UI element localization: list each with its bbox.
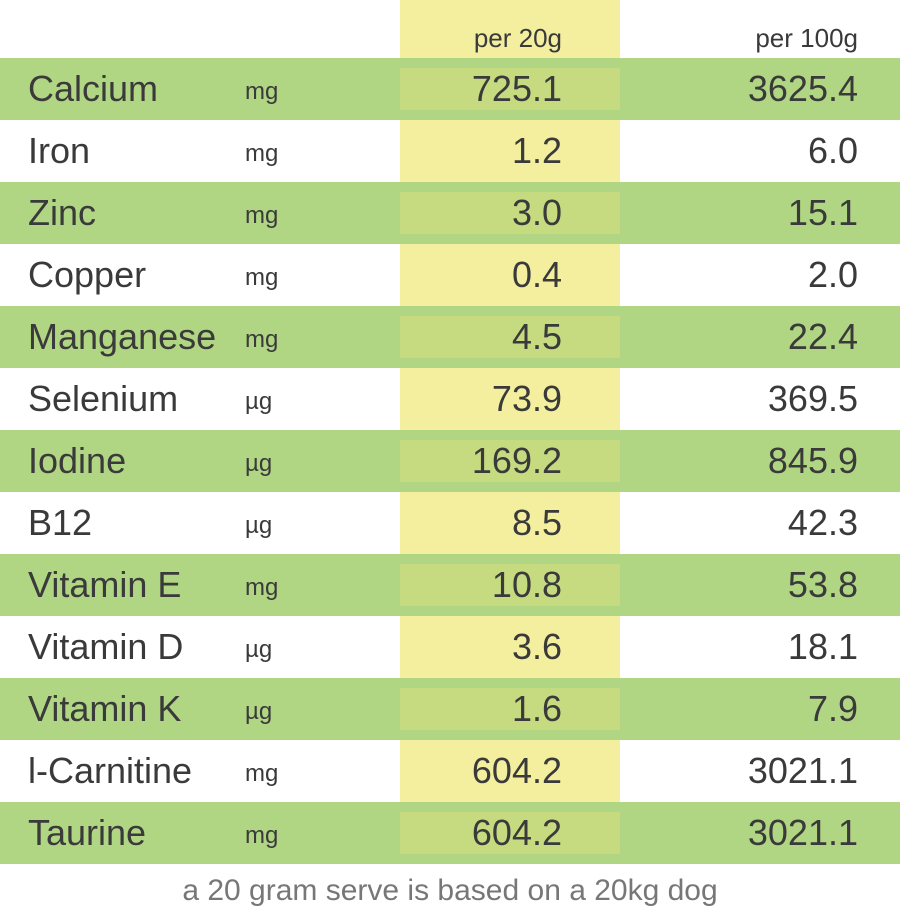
nutrient-name: Copper <box>0 254 245 296</box>
nutrient-name: Calcium <box>0 68 245 110</box>
nutrient-unit: mg <box>245 134 400 168</box>
value-per-20g: 73.9 <box>400 378 620 420</box>
table-row: Vitamin Emg10.853.8 <box>0 554 900 616</box>
value-per-100g: 53.8 <box>620 564 900 606</box>
nutrient-name: Vitamin D <box>0 626 245 668</box>
table-row: Manganesemg4.522.4 <box>0 306 900 368</box>
value-per-100g: 18.1 <box>620 626 900 668</box>
value-per-20g: 604.2 <box>400 812 620 854</box>
value-per-20g: 1.6 <box>400 688 620 730</box>
value-per-20g: 604.2 <box>400 750 620 792</box>
table-row: B12µg8.542.3 <box>0 492 900 554</box>
table-row: Calciummg725.13625.4 <box>0 58 900 120</box>
value-per-20g: 10.8 <box>400 564 620 606</box>
value-per-20g: 725.1 <box>400 68 620 110</box>
value-per-20g: 0.4 <box>400 254 620 296</box>
nutrient-name: Manganese <box>0 316 245 358</box>
nutrient-unit: µg <box>245 630 400 664</box>
value-per-100g: 3625.4 <box>620 68 900 110</box>
table-row: Coppermg0.42.0 <box>0 244 900 306</box>
nutrient-name: B12 <box>0 502 245 544</box>
nutrient-unit: µg <box>245 692 400 726</box>
nutrient-unit: µg <box>245 444 400 478</box>
table-row: Taurinemg604.23021.1 <box>0 802 900 864</box>
value-per-100g: 2.0 <box>620 254 900 296</box>
nutrient-name: Iron <box>0 130 245 172</box>
table-row: l-Carnitinemg604.23021.1 <box>0 740 900 802</box>
nutrient-name: Vitamin E <box>0 564 245 606</box>
value-per-100g: 6.0 <box>620 130 900 172</box>
nutrient-unit: µg <box>245 506 400 540</box>
nutrient-unit: mg <box>245 754 400 788</box>
nutrient-unit: mg <box>245 72 400 106</box>
value-per-100g: 845.9 <box>620 440 900 482</box>
header-per-20g: per 20g <box>400 5 620 54</box>
nutrition-table: per 20g per 100g Calciummg725.13625.4Iro… <box>0 0 900 864</box>
value-per-20g: 4.5 <box>400 316 620 358</box>
value-per-100g: 369.5 <box>620 378 900 420</box>
nutrient-name: Taurine <box>0 812 245 854</box>
nutrient-name: Zinc <box>0 192 245 234</box>
table-row: Iodineµg169.2845.9 <box>0 430 900 492</box>
value-per-20g: 1.2 <box>400 130 620 172</box>
nutrient-unit: mg <box>245 196 400 230</box>
value-per-100g: 22.4 <box>620 316 900 358</box>
nutrient-unit: µg <box>245 382 400 416</box>
nutrient-unit: mg <box>245 258 400 292</box>
nutrient-name: Vitamin K <box>0 688 245 730</box>
table-body: Calciummg725.13625.4Ironmg1.26.0Zincmg3.… <box>0 58 900 864</box>
nutrient-name: l-Carnitine <box>0 750 245 792</box>
footer-note: a 20 gram serve is based on a 20kg dog <box>0 864 900 908</box>
table-row: Vitamin Kµg1.67.9 <box>0 678 900 740</box>
nutrient-name: Selenium <box>0 378 245 420</box>
nutrient-name: Iodine <box>0 440 245 482</box>
value-per-100g: 7.9 <box>620 688 900 730</box>
nutrient-unit: mg <box>245 568 400 602</box>
table-row: Seleniumµg73.9369.5 <box>0 368 900 430</box>
value-per-20g: 3.0 <box>400 192 620 234</box>
table-row: Zincmg3.015.1 <box>0 182 900 244</box>
table-row: Vitamin Dµg3.618.1 <box>0 616 900 678</box>
header-empty-unit <box>245 26 400 32</box>
value-per-20g: 3.6 <box>400 626 620 668</box>
nutrient-unit: mg <box>245 816 400 850</box>
value-per-100g: 42.3 <box>620 502 900 544</box>
value-per-100g: 3021.1 <box>620 750 900 792</box>
value-per-20g: 169.2 <box>400 440 620 482</box>
table-row: Ironmg1.26.0 <box>0 120 900 182</box>
nutrient-unit: mg <box>245 320 400 354</box>
value-per-100g: 15.1 <box>620 192 900 234</box>
value-per-20g: 8.5 <box>400 502 620 544</box>
value-per-100g: 3021.1 <box>620 812 900 854</box>
table-header-row: per 20g per 100g <box>0 0 900 58</box>
header-per-100g: per 100g <box>620 5 900 54</box>
